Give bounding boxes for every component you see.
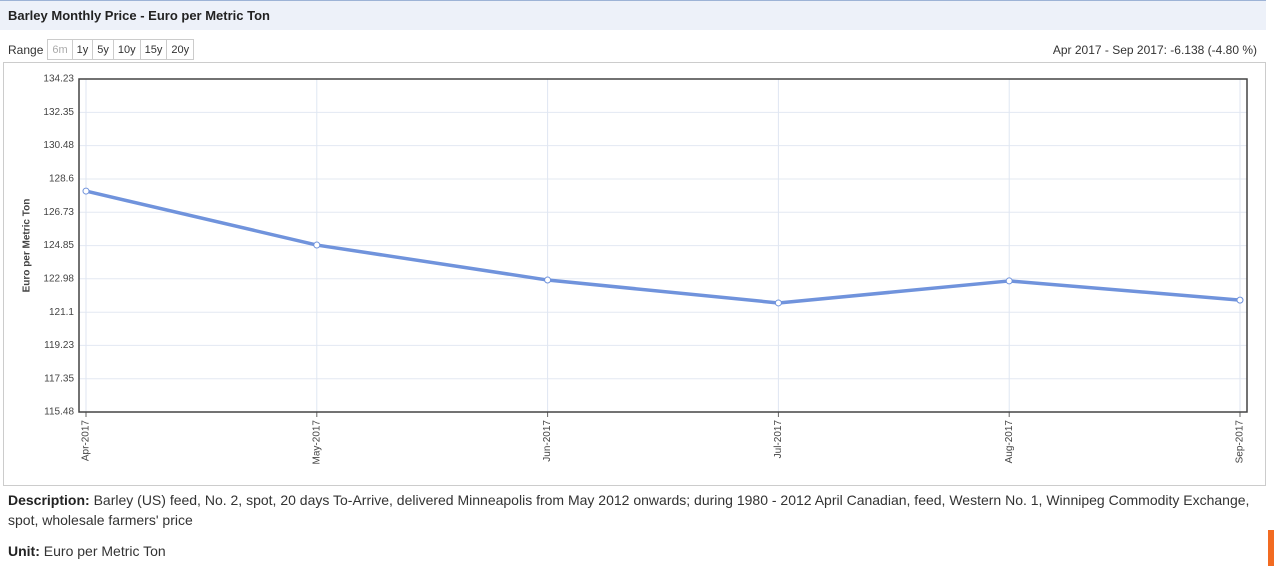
y-tick-label: 128.6 [49,174,74,185]
point [774,299,782,307]
x-tick-label: Aug-2017 [1004,420,1015,464]
change-text: Apr 2017 - Sep 2017: -6.138 (-4.80 %) [1052,43,1257,57]
point [544,276,552,284]
y-tick-label: 121.1 [49,307,74,318]
y-tick-label: 124.85 [43,240,74,251]
x-tick-label: Jun-2017 [542,420,553,462]
unit-text: Euro per Metric Ton [43,543,166,559]
title: Barley Monthly Price - Euro per Metric T… [8,8,270,23]
x-tick-label: May-2017 [311,420,322,465]
range-button[interactable]: 6m [47,39,73,60]
header: Barley Monthly Price - Euro per Metric T… [0,0,1266,30]
point [313,241,321,249]
description-text: Barley (US) feed, No. 2, spot, 20 days T… [8,492,1250,528]
x-tick-label: Apr-2017 [81,420,92,462]
y-tick-label: 115.48 [44,407,74,418]
point [1236,296,1244,304]
range-bar: Range 6m 1y 5y 10y 15y 20y [8,39,195,60]
y-tick-label: 119.23 [44,340,74,351]
point [82,187,90,195]
unit: Unit: Euro per Metric Ton [8,541,1258,561]
x-tick-label: Jul-2017 [773,420,784,459]
plot-border [78,78,1248,413]
line [85,189,1241,305]
side-tab [1268,530,1274,566]
y-axis-label: Euro per Metric Ton [22,199,33,293]
description: Description: Barley (US) feed, No. 2, sp… [8,490,1258,530]
y-tick-label: 117.35 [44,373,74,384]
y-tick-label: 130.48 [43,140,74,151]
unit-label: Unit: [8,543,40,559]
point [1005,277,1013,285]
x-tick-label: Sep-2017 [1235,420,1246,464]
range-button[interactable]: 20y [166,39,195,60]
range-button[interactable]: 15y [139,39,168,60]
range-label: Range [8,42,44,57]
y-tick-label: 132.35 [43,107,74,118]
y-tick-label: 126.73 [43,207,74,218]
y-tick-label: 134.23 [43,74,74,85]
description-label: Description: [8,492,90,508]
y-tick-label: 122.98 [43,273,74,284]
chart: 115.48 117.35 119.23 121.1 122.98 124.85 126.7… [22,74,1248,465]
chart-box [3,62,1266,486]
